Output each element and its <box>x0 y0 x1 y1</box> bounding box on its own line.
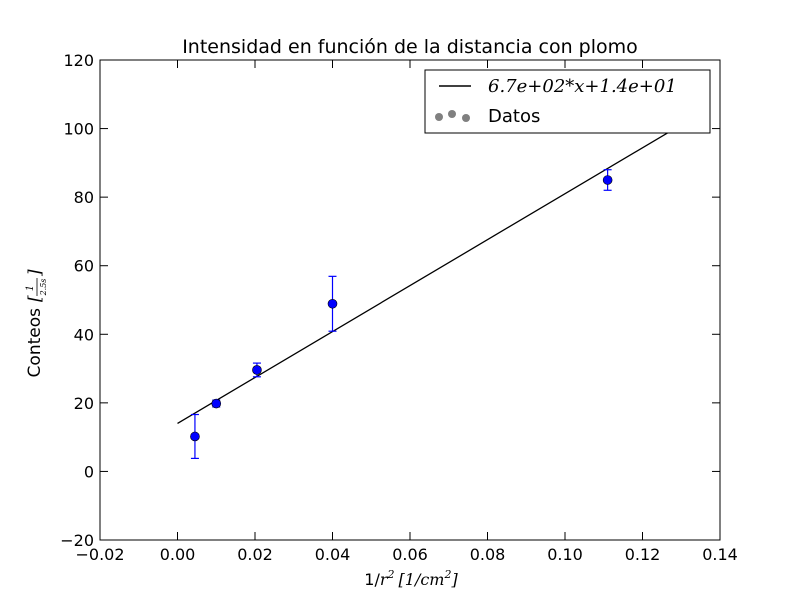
y-tick-label: 60 <box>74 257 94 276</box>
x-tick-label: 0.02 <box>237 545 273 564</box>
plot-frame <box>99 59 721 541</box>
data-point <box>211 398 222 409</box>
y-axis-ticks: −20 0 20 40 60 80 100 120 <box>60 51 720 550</box>
data-points-group <box>190 169 613 459</box>
y-label-text: Conteos <box>25 308 45 378</box>
legend-box <box>424 69 711 134</box>
x-tick-label: 0.12 <box>625 545 661 564</box>
data-point <box>190 431 200 442</box>
y-label-unit-num: 1 <box>25 285 36 291</box>
y-axis-label: Conteos [ 1 2.5s ] <box>25 269 48 377</box>
x-axis-ticks: −0.02 0.00 0.02 0.04 0.06 0.08 0.10 0.12 0.14 <box>75 60 738 564</box>
y-label-unit-den: 2.5s <box>39 279 48 297</box>
legend: 6.7e+02*x+1.4e+01 Datos <box>424 69 711 134</box>
chart-title: Intensidad en función de la distancia co… <box>182 36 638 58</box>
x-tick-label: −0.02 <box>75 545 124 564</box>
x-label-var: r <box>380 570 389 589</box>
y-tick-label: 100 <box>63 120 94 139</box>
legend-points-label: Datos <box>488 106 540 127</box>
legend-points-swatch-1 <box>435 113 443 121</box>
data-point <box>602 175 613 185</box>
legend-points-swatch-2 <box>448 110 456 118</box>
x-label-prefix: 1/ <box>364 570 380 589</box>
y-tick-label: 40 <box>74 325 94 344</box>
fit-line <box>177 128 674 424</box>
y-tick-label: 0 <box>84 462 94 481</box>
legend-line-label: 6.7e+02*x+1.4e+01 <box>488 76 677 97</box>
x-label-unit-sup: 2 <box>443 568 451 581</box>
x-tick-label: 0.10 <box>547 545 583 564</box>
x-tick-label: 0.06 <box>392 545 428 564</box>
x-tick-label: 0.04 <box>315 545 351 564</box>
x-tick-label: 0.08 <box>470 545 506 564</box>
y-tick-label: 80 <box>74 188 94 207</box>
plot-area <box>100 60 720 540</box>
x-tick-label: 0.14 <box>702 545 738 564</box>
data-point <box>252 365 262 375</box>
legend-points-swatch-3 <box>462 114 470 122</box>
y-tick-label: 120 <box>63 51 94 70</box>
y-label-bracket-open: [ <box>25 295 45 302</box>
x-tick-label: 0.00 <box>160 545 196 564</box>
x-label-sup: 2 <box>387 568 395 581</box>
y-tick-label: −20 <box>60 531 94 550</box>
y-tick-label: 20 <box>74 394 94 413</box>
fit-line-group <box>177 128 674 424</box>
x-label-unit: [1/cm <box>399 570 445 589</box>
x-label-unit-close: ] <box>450 570 458 589</box>
y-label-bracket-close: ] <box>25 269 45 277</box>
x-axis-label: 1/r2 [1/cm2] <box>364 568 458 589</box>
data-point <box>327 298 338 309</box>
